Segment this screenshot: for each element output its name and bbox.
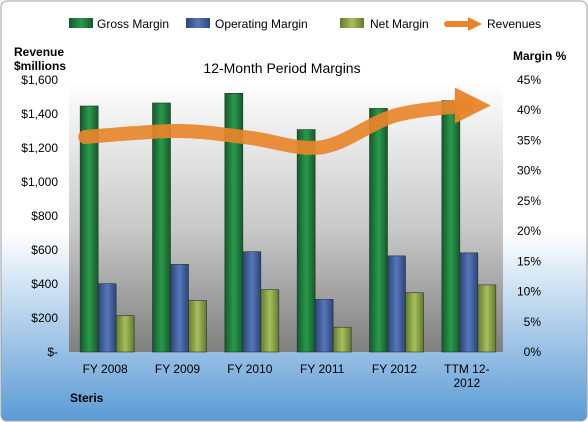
- right-tick-label: 45%: [517, 73, 541, 87]
- left-tick-label: $600: [31, 243, 58, 257]
- category-label: FY 2011: [300, 362, 345, 376]
- right-axis-ticks: 0% 5% 10% 15% 20% 25% 30% 35% 40% 45%: [517, 73, 541, 359]
- bar-operating-margin: [387, 255, 406, 353]
- category-label: FY 2008: [83, 362, 128, 376]
- left-tick-label: $1,600: [21, 73, 58, 87]
- left-tick-label: $-: [47, 345, 58, 359]
- bar-gross-margin: [296, 129, 316, 353]
- category-label: FY 2009: [155, 362, 200, 376]
- legend-swatch-gross-margin: [69, 18, 93, 28]
- bar-operating-margin: [242, 251, 262, 353]
- bar-net-margin: [477, 284, 497, 353]
- right-axis-label: Margin %: [513, 49, 567, 63]
- right-tick-label: 25%: [517, 194, 541, 208]
- right-tick-label: 35%: [517, 133, 541, 147]
- left-tick-label: $1,200: [21, 141, 58, 155]
- legend-label-gross-margin: Gross Margin: [97, 17, 169, 31]
- right-tick-label: 15%: [517, 254, 541, 268]
- left-axis-label-line2: $millions: [14, 59, 66, 73]
- category-label: TTM 12-: [444, 362, 489, 376]
- bar-operating-margin: [97, 283, 117, 353]
- right-tick-label: 0%: [524, 345, 542, 359]
- legend: Gross Margin Operating Margin Net Margin…: [69, 17, 541, 31]
- left-tick-label: $400: [31, 277, 58, 291]
- legend-label-operating-margin: Operating Margin: [215, 17, 308, 31]
- right-tick-label: 30%: [517, 164, 541, 178]
- bar-net-margin: [332, 326, 352, 353]
- revenues-line: [78, 98, 474, 155]
- plot-area: [69, 80, 503, 352]
- left-axis-ticks: $- $200 $400 $600 $800 $1,000 $1,200 $1,400 $1,6…: [21, 73, 58, 359]
- bar-operating-margin: [314, 299, 334, 353]
- category-label: FY 2012: [372, 362, 417, 376]
- bar-net-margin: [405, 292, 424, 353]
- company-name: Steris: [70, 391, 104, 405]
- right-tick-label: 20%: [517, 224, 541, 238]
- legend-label-net-margin: Net Margin: [370, 17, 429, 31]
- revenues-series: [78, 87, 491, 155]
- left-tick-label: $1,400: [21, 107, 58, 121]
- revenues-arrowhead: [454, 87, 491, 124]
- bar-gross-margin: [79, 105, 99, 353]
- bar-gross-margin: [224, 92, 244, 353]
- category-label: 2012: [453, 376, 480, 390]
- bar-net-margin: [260, 289, 280, 353]
- left-tick-label: $800: [31, 209, 58, 223]
- legend-swatch-revenues-arrowhead: [468, 17, 482, 31]
- right-tick-label: 5%: [524, 315, 542, 329]
- bar-operating-margin: [170, 264, 189, 353]
- bar-net-margin: [115, 315, 135, 353]
- bar-operating-margin: [459, 252, 479, 353]
- right-tick-label: 40%: [517, 103, 541, 117]
- bar-series: [79, 92, 497, 353]
- bar-gross-margin: [152, 102, 171, 353]
- bar-gross-margin: [441, 100, 461, 353]
- left-tick-label: $1,000: [21, 175, 58, 189]
- category-axis-labels: FY 2008 FY 2009 FY 2010 FY 2011 FY 2012 TTM 1…: [83, 362, 490, 390]
- chart-title: 12-Month Period Margins: [203, 60, 360, 76]
- category-label: FY 2010: [227, 362, 272, 376]
- left-axis-label-line1: Revenue: [14, 45, 64, 59]
- left-tick-label: $200: [31, 311, 58, 325]
- legend-swatch-operating-margin: [186, 18, 210, 28]
- right-tick-label: 10%: [517, 285, 541, 299]
- legend-swatch-net-margin: [340, 18, 364, 28]
- bar-gross-margin: [369, 108, 388, 353]
- legend-label-revenues: Revenues: [487, 17, 541, 31]
- bar-net-margin: [188, 300, 207, 353]
